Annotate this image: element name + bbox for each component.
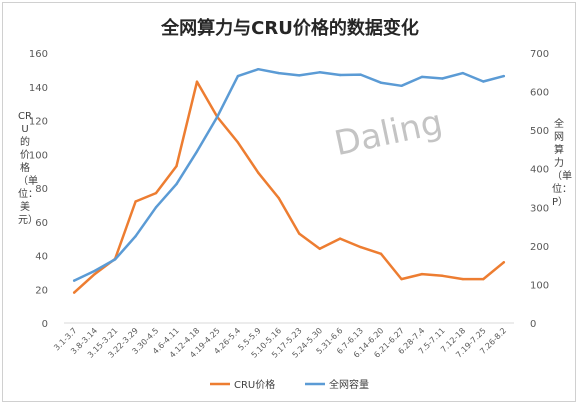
data-point [93, 272, 96, 276]
y-right-tick-label: 300 [530, 203, 549, 214]
data-point [420, 75, 424, 79]
data-point [441, 274, 444, 277]
y-axis-right-title: 全网算力（单位：P） [552, 119, 572, 208]
data-point [359, 245, 362, 249]
data-point [318, 247, 321, 250]
y-left-tick-label: 60 [35, 218, 48, 229]
data-point [338, 237, 342, 240]
y-left-tick-label: 0 [42, 319, 48, 330]
data-point [257, 68, 260, 71]
y-right-tick-label: 500 [530, 126, 549, 137]
y-right-tick-label: 0 [530, 319, 536, 330]
data-point [502, 261, 505, 264]
y-axis-left-title: CRU的价格（单位：美元） [18, 111, 38, 226]
data-point [134, 235, 137, 238]
y-right-tick-label: 600 [530, 88, 549, 99]
data-point [441, 77, 444, 80]
data-point [461, 277, 465, 281]
data-point [277, 71, 280, 75]
data-point [298, 74, 301, 77]
data-point [257, 171, 260, 174]
data-point [318, 71, 321, 74]
data-point [73, 291, 76, 294]
data-point [379, 252, 383, 255]
data-point [195, 80, 199, 83]
data-point [502, 74, 505, 78]
data-point [338, 73, 342, 77]
data-point [277, 196, 280, 200]
data-point [175, 182, 178, 186]
data-point [93, 269, 96, 273]
data-point [400, 84, 403, 88]
y-left-tick-label: 160 [29, 49, 48, 60]
data-point [195, 150, 199, 153]
y-left-tick-label: 20 [35, 285, 48, 296]
data-point [482, 277, 485, 281]
y-left-tick-label: 140 [29, 83, 48, 94]
y-left-tick-label: 100 [29, 150, 48, 161]
data-point [482, 80, 485, 83]
data-point [216, 115, 219, 118]
data-point [73, 279, 76, 282]
data-point [461, 71, 465, 75]
legend-label: CRU价格 [234, 378, 275, 391]
data-point [154, 191, 158, 195]
data-point [400, 277, 403, 281]
data-point [154, 206, 158, 209]
y-left-tick-label: 80 [35, 184, 48, 195]
series-line-cru-price [72, 80, 506, 294]
legend-label: 全网容量 [329, 378, 369, 391]
y-right-tick-label: 200 [530, 242, 549, 253]
data-point [379, 81, 383, 84]
chart-title: 全网算力与CRU价格的数据变化 [161, 18, 419, 39]
y-right-tick-label: 700 [530, 49, 549, 60]
series-line-network-capacity [72, 67, 506, 282]
data-point [236, 141, 240, 144]
data-point [359, 73, 362, 76]
data-point [236, 74, 240, 78]
y-right-tick-label: 100 [530, 280, 549, 291]
data-point [113, 258, 117, 261]
chart-frame [2, 2, 576, 402]
data-point [420, 272, 424, 276]
y-right-tick-label: 400 [530, 165, 549, 176]
data-point [298, 232, 301, 235]
data-point [134, 200, 137, 203]
y-left-tick-label: 120 [29, 117, 48, 128]
data-point [175, 164, 178, 168]
y-left-tick-label: 40 [35, 252, 48, 263]
